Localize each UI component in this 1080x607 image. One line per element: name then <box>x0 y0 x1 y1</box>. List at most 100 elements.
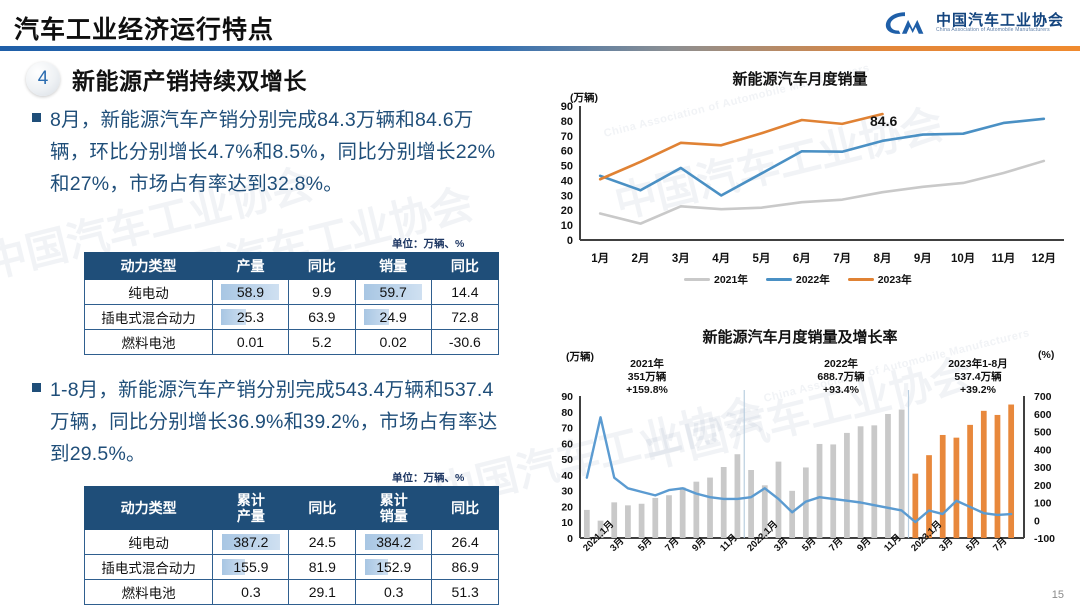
data-bar-fill <box>364 309 389 325</box>
chart2-bar <box>748 469 754 538</box>
data-bar-fill <box>221 284 280 300</box>
chart2-bar <box>830 444 837 538</box>
legend-label: 2021年 <box>714 274 748 286</box>
bullet-text-2: 1-8月，新能源汽车产销分别完成543.4万辆和537.4万辆，同比分别增长36… <box>50 379 498 465</box>
chart2-bar <box>844 432 850 538</box>
cell-sale-yoy: 72.8 <box>430 304 500 330</box>
cell-prod-yoy: 24.5 <box>288 529 357 555</box>
chart1-x-tick: 5月 <box>753 252 771 265</box>
th-production: 产量 <box>211 252 290 280</box>
chart1-title: 新能源汽车月度销量 <box>732 71 868 88</box>
cell-sale-yoy: 51.3 <box>431 579 499 605</box>
chart1-x-tick: 1月 <box>591 252 609 265</box>
chart2-title: 新能源汽车月度销量及增长率 <box>702 329 898 346</box>
chart2-bar <box>720 467 727 538</box>
cell-value: 58.9 <box>236 284 265 300</box>
data-bar-fill <box>221 559 246 575</box>
chart2-bar <box>898 409 905 538</box>
table-header-row: 动力类型 累计 产量 同比 累计 销量 同比 <box>83 486 499 530</box>
cell-production: 0.3 <box>212 579 290 605</box>
annotation-line-3: +39.2% <box>960 384 996 396</box>
chart2-growth-line <box>585 416 1013 524</box>
cell-sales: 24.9 <box>354 304 432 330</box>
header-divider <box>0 46 1080 51</box>
chart2-y2-tick: 400 <box>1034 444 1052 456</box>
chart2-y-tick: 40 <box>561 470 573 482</box>
chart2-y2-tick: 0 <box>1034 515 1040 527</box>
cell-sale-yoy: 14.4 <box>430 279 500 305</box>
th-sale-yoy: 同比 <box>431 486 499 530</box>
th-sales: 销量 <box>354 252 432 280</box>
cell-production: 387.2 <box>212 529 290 555</box>
th-line1: 累计 <box>236 492 265 508</box>
unit-note-2: 单位：万辆、% <box>392 472 465 484</box>
logo-text-en: China Association of Automobile Manufact… <box>935 27 1050 34</box>
data-bar: 155.9 <box>221 559 280 575</box>
chart2-y2-tick: 300 <box>1034 462 1052 474</box>
chart2-y-tick: 50 <box>561 454 573 466</box>
chart2-y-tick: 0 <box>567 533 573 545</box>
chart2-y-tick: 30 <box>561 486 573 498</box>
cam-logo-icon <box>885 12 924 34</box>
chart2-bar <box>761 485 768 538</box>
unit-note-1: 单位：万辆、% <box>392 238 465 250</box>
chart2-bar <box>611 502 618 538</box>
cell-value: 155.9 <box>233 559 269 575</box>
chart1-legend: 2021年 2022年 2023年 <box>684 272 912 287</box>
chart1-y-tick: 30 <box>561 190 573 202</box>
cell-type: 燃料电池 <box>83 579 214 605</box>
cell-type: 插电式混合动力 <box>84 304 213 330</box>
chart1-y-tick: 70 <box>561 131 573 143</box>
annotation-line-2: 688.7万辆 <box>817 371 865 383</box>
cell-sale-yoy: 86.9 <box>431 554 499 580</box>
chart2-bar <box>953 437 960 538</box>
chart2-y-unit: (万辆) <box>566 351 594 363</box>
chart2-bar <box>912 473 919 538</box>
chart2-y-tick: 80 <box>561 407 573 419</box>
chart1-plot: 0 10 20 30 40 50 60 70 80 90 1月 2月 3月 4月 5月 6月 7月 8月 9月 10月… <box>561 101 1064 265</box>
cell-sales: 0.3 <box>355 579 433 605</box>
chart2-bar <box>679 487 686 538</box>
cell-value: 384.2 <box>376 534 412 550</box>
logo-text-cn: 中国汽车工业协会 <box>935 11 1064 29</box>
cell-value: 387.2 <box>233 534 269 550</box>
table-row: 插电式混合动力 25.3 63.9 24.9 72.8 <box>84 304 500 330</box>
cell-sale-yoy: 26.4 <box>431 529 499 555</box>
chart1-x-tick: 4月 <box>712 252 730 265</box>
cell-sale-yoy: -30.6 <box>430 329 500 355</box>
th-line2: 销量 <box>379 508 408 524</box>
chart2-bar <box>994 414 1001 538</box>
bullet-text-1: 8月，新能源汽车产销分别完成84.3万辆和84.6万辆，环比分别增长4.7%和8… <box>50 109 496 195</box>
data-bar: 387.2 <box>221 534 280 550</box>
chart1-x-tick: 3月 <box>672 252 690 265</box>
cell-production: 25.3 <box>211 304 290 330</box>
th-line2: 产量 <box>236 508 265 524</box>
cell-type: 纯电动 <box>84 279 213 305</box>
chart2-bar <box>693 481 700 538</box>
th-prod-yoy: 同比 <box>288 486 357 530</box>
bullet-square-icon <box>32 113 41 122</box>
chart2-y2-tick: 600 <box>1034 409 1052 421</box>
chart2-y2-tick: 500 <box>1034 427 1052 439</box>
bullet-paragraph-1: 8月，新能源汽车产销分别完成84.3万辆和84.6万辆，环比分别增长4.7%和8… <box>32 104 502 200</box>
section-title: 新能源产销持续双增长 <box>72 68 307 94</box>
chart1-legend-item: 2021年 <box>684 272 748 287</box>
cell-production: 0.01 <box>211 329 290 355</box>
chart2-y2-unit: (%) <box>1038 349 1055 361</box>
chart1-y-tick: 40 <box>561 175 573 187</box>
chart2-bar <box>666 495 672 538</box>
page-number: 15 <box>1051 589 1064 601</box>
chart2-bar <box>857 426 864 538</box>
bullet-paragraph-2: 1-8月，新能源汽车产销分别完成543.4万辆和537.4万辆，同比分别增长36… <box>32 374 502 470</box>
legend-label: 2022年 <box>795 274 830 286</box>
chart1-y-tick: 50 <box>561 161 573 173</box>
chart2-bar <box>816 443 823 538</box>
chart1-series-2021年 <box>598 159 1046 225</box>
chart1-y-tick: 20 <box>561 205 573 217</box>
bullet-square-icon <box>32 383 41 392</box>
chart2-y-tick: 90 <box>561 391 573 403</box>
chart2-bar <box>734 454 741 538</box>
cell-value: 152.9 <box>376 559 412 575</box>
cell-sales: 59.7 <box>354 279 432 305</box>
